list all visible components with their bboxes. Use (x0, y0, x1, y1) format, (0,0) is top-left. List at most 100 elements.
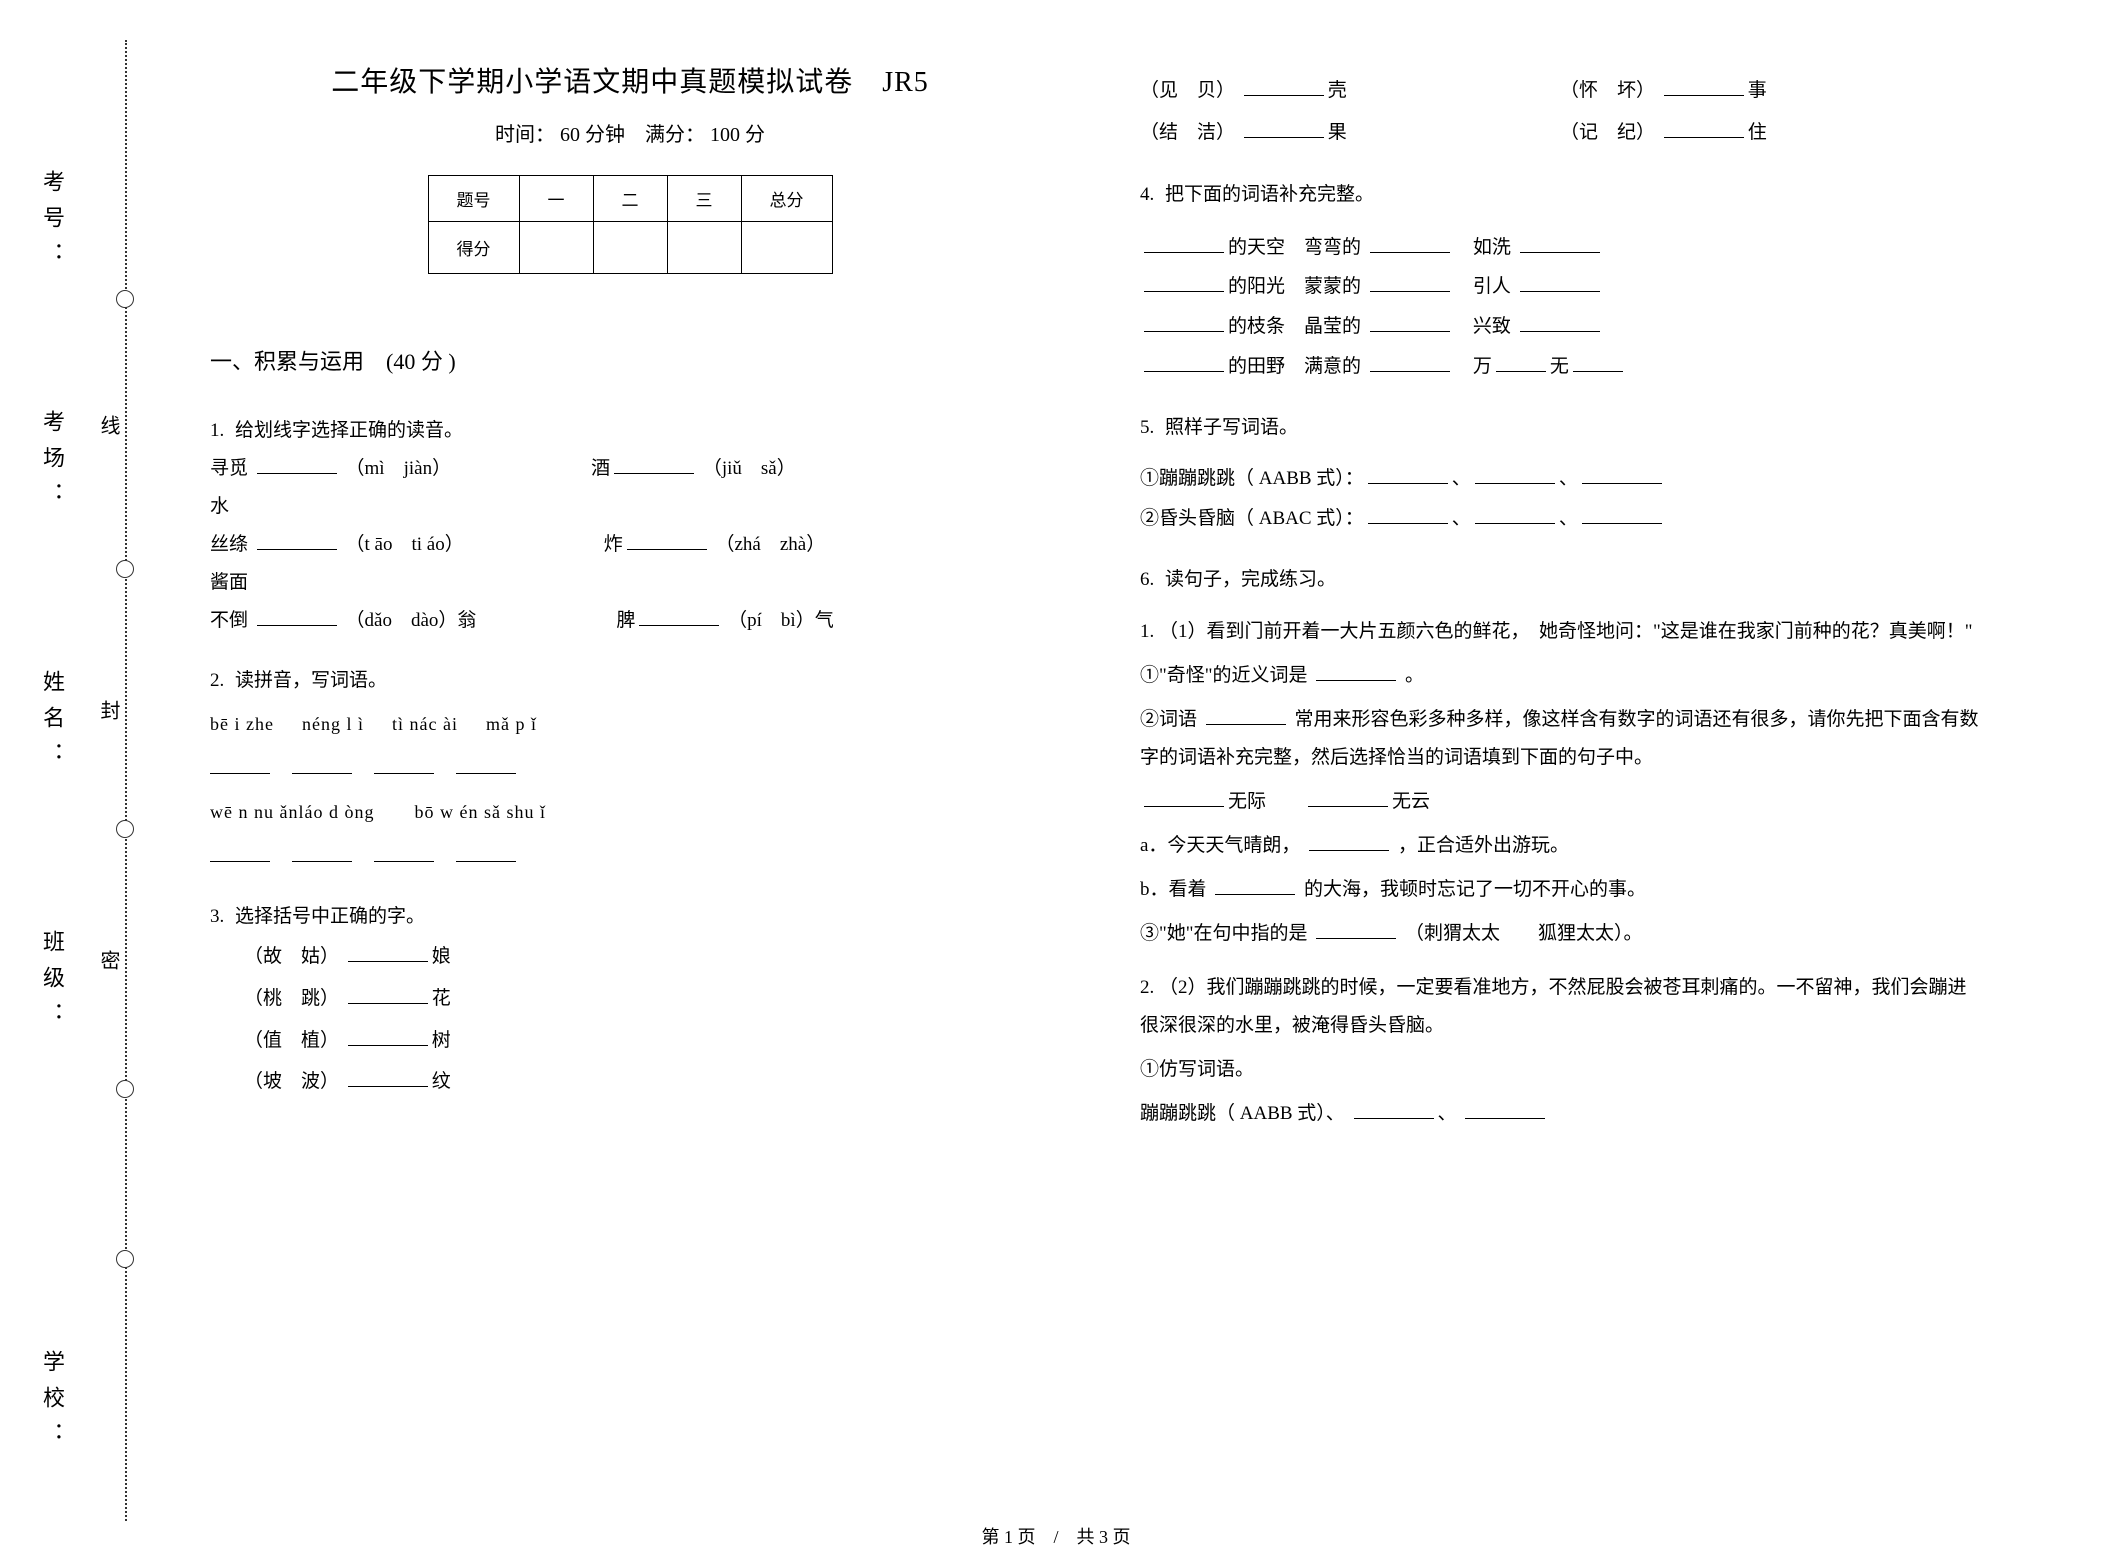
q1-num: 1. (210, 420, 224, 441)
fill-blank (639, 607, 719, 626)
q6-s3b: （刺猬太太 狐狸太太）。 (1405, 923, 1643, 944)
score-table: 题号 一 二 三 总分 得分 (428, 175, 833, 274)
binding-label: 班级： (36, 930, 68, 1038)
q6-sa-end: ，正合适外出游玩。 (1398, 835, 1569, 856)
q4-seg: 的枝条 (1228, 316, 1285, 337)
q3-suf: 花 (432, 988, 451, 1009)
fill-blank (1370, 234, 1450, 253)
q2-text: 读拼音，写词语。 (235, 670, 387, 691)
q4-text: 把下面的词语补充完整。 (1165, 184, 1374, 205)
pinyin-item: bō w én sǎ shu ǐ (414, 794, 546, 830)
score-cell (593, 222, 667, 274)
q2-writeline-2 (210, 838, 1050, 876)
score-th: 总分 (741, 176, 832, 222)
fill-blank (1244, 77, 1324, 96)
q1-right-post: 酱面 (210, 572, 248, 593)
fill-blank (627, 531, 707, 550)
q1-text: 给划线字选择正确的读音。 (235, 420, 463, 441)
binding-label: 考号： (36, 170, 68, 278)
right-column: （见 贝） 壳（怀 坏） 事（结 洁） 果（记 纪） 住 4. 把下面的词语补充… (1110, 20, 2010, 1520)
binding-circle (116, 1250, 134, 1268)
question-5: 5. 照样子写词语。 ①蹦蹦跳跳（ AABB 式）：、、②昏头昏脑（ ABAC … (1140, 409, 1980, 539)
q6-p2-text: （2）我们蹦蹦跳跳的时候，一定要看准地方，不然屁股会被苍耳刺痛的。一不留神，我们… (1140, 977, 1967, 1036)
q1-right-post: 水 (210, 496, 229, 517)
binding-label: 学校： (36, 1350, 68, 1458)
q4-seg: 无 (1550, 356, 1569, 377)
fullscore-label: 满分： (645, 124, 705, 146)
exam-page: 二年级下学期小学语文期中真题模拟试卷 JR5 时间： 60 分钟 满分： 100… (180, 20, 2080, 1520)
q1-line: 寻觅 （mì jiàn）酒 （jiǔ sǎ）水 (210, 450, 1050, 526)
q3-row: （故 姑） 娘（桃 跳） 花 (244, 936, 1050, 1020)
q3-opts: （坡 波） (244, 1071, 339, 1092)
question-3-cont: （见 贝） 壳（怀 坏） 事（结 洁） 果（记 纪） 住 (1140, 70, 1980, 154)
score-cell (667, 222, 741, 274)
fill-blank (1368, 505, 1448, 524)
q6-fill-row: 无际 无云 (1140, 783, 1980, 821)
q6-s1-end: 。 (1405, 665, 1424, 686)
q3-opts: （结 洁） (1140, 122, 1235, 143)
pinyin-item: mǎ p ǐ (486, 706, 537, 742)
fullscore-value: 100 分 (710, 124, 765, 146)
q6-p1-text: （1）看到门前开着一大片五颜六色的鲜花， 她奇怪地问："这是谁在我家门前种的花？… (1159, 621, 1973, 642)
pinyin-item: tì nác ài (392, 706, 458, 742)
fill-blank (1520, 273, 1600, 292)
q6-s4b-text: 蹦蹦跳跳（ AABB 式）、 (1140, 1103, 1345, 1124)
fill-blank (1368, 465, 1448, 484)
q6-sb: b．看着 的大海，我顿时忘记了一切不开心的事。 (1140, 871, 1980, 909)
q3-opts: （故 姑） (244, 946, 339, 967)
time-value: 60 分钟 (560, 124, 625, 146)
q4-seg: 引人 (1473, 276, 1511, 297)
q1-line: 丝绦 （t āo ti áo）炸 （zhá zhà）酱面 (210, 526, 1050, 602)
q1-left-opts: （dǎo dào）翁 (346, 610, 477, 631)
q4-row: 的枝条 晶莹的 兴致 (1140, 307, 1980, 347)
fill-blank (1582, 465, 1662, 484)
binding-circle (116, 1080, 134, 1098)
q6-sb-text: b．看着 (1140, 879, 1207, 900)
q4-seg: 兴致 (1473, 316, 1511, 337)
fill-blank (1316, 920, 1396, 939)
question-4: 4. 把下面的词语补充完整。 的天空 弯弯的 如洗 的阳光 蒙蒙的 引人 的枝条… (1140, 176, 1980, 388)
question-2: 2. 读拼音，写词语。 bē i zhenéng l ìtì nác àimǎ … (210, 662, 1050, 876)
fill-blank (348, 985, 428, 1004)
table-row: 得分 (428, 222, 832, 274)
write-blank (374, 861, 434, 862)
fill-blank (1308, 788, 1388, 807)
q6-s4: ①仿写词语。 (1140, 1051, 1980, 1089)
fill-blank (1144, 273, 1224, 292)
fill-blank (1144, 353, 1224, 372)
fill-blank (1370, 353, 1450, 372)
q2-writeline-1 (210, 750, 1050, 788)
question-3: 3. 选择括号中正确的字。 （故 姑） 娘（桃 跳） 花（值 植） 树（坡 波）… (210, 898, 1050, 1103)
q6-s3a: ③"她"在句中指的是 (1140, 923, 1308, 944)
q6-s1: ①"奇怪"的近义词是 。 (1140, 657, 1980, 695)
q6-fill-a: 无际 (1228, 791, 1266, 812)
q3-suf: 事 (1748, 80, 1767, 101)
q2-row1: bē i zhenéng l ìtì nác àimǎ p ǐ (210, 706, 1050, 744)
fill-blank (1475, 505, 1555, 524)
q2-num: 2. (210, 670, 224, 691)
q1-right-pre: 酒 (591, 458, 610, 479)
q3-opts: （值 植） (244, 1030, 339, 1051)
fill-blank (348, 1068, 428, 1087)
q5-item: ①蹦蹦跳跳（ AABB 式）：、、 (1140, 459, 1980, 499)
binding-label: 姓名： (36, 670, 68, 778)
score-th: 三 (667, 176, 741, 222)
q6-p1: 1. （1）看到门前开着一大片五颜六色的鲜花， 她奇怪地问："这是谁在我家门前种… (1140, 613, 1980, 651)
score-th: 二 (593, 176, 667, 222)
fill-blank (1496, 353, 1546, 372)
write-blank (374, 773, 434, 774)
binding-inner-char: 线 (94, 415, 123, 435)
fill-blank (1144, 788, 1224, 807)
score-row-label: 得分 (428, 222, 519, 274)
q3-text: 选择括号中正确的字。 (235, 906, 425, 927)
time-label: 时间： (495, 124, 555, 146)
write-blank (210, 773, 270, 774)
q3-opts: （怀 坏） (1560, 80, 1655, 101)
q1-right-opts: （zhá zhà） (715, 534, 825, 555)
fill-blank (1573, 353, 1623, 372)
q3-row: （值 植） 树（坡 波） 纹 (244, 1020, 1050, 1104)
exam-title: 二年级下学期小学语文期中真题模拟试卷 JR5 (210, 60, 1050, 100)
q3-suf: 纹 (432, 1071, 451, 1092)
q4-seg: 的天空 (1228, 237, 1285, 258)
q4-seg: 蒙蒙的 (1304, 276, 1361, 297)
